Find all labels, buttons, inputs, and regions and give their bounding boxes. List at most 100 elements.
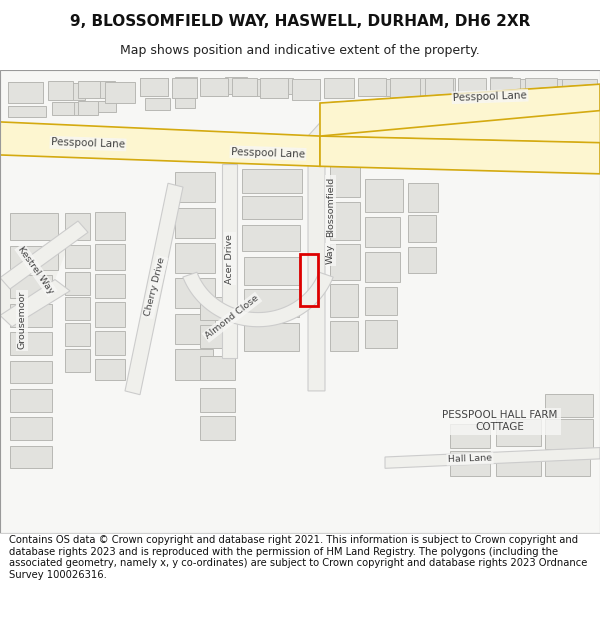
Bar xyxy=(140,78,168,96)
Text: Pesspool Lane: Pesspool Lane xyxy=(51,138,125,150)
Bar xyxy=(330,202,360,240)
Bar xyxy=(65,272,90,294)
Bar xyxy=(565,140,595,157)
Bar xyxy=(95,331,125,355)
Bar xyxy=(140,78,168,96)
Bar xyxy=(365,217,400,248)
Bar xyxy=(300,254,318,306)
Bar xyxy=(98,101,116,112)
Bar xyxy=(365,252,400,282)
Bar xyxy=(200,296,235,320)
Text: 9, BLOSSOMFIELD WAY, HASWELL, DURHAM, DH6 2XR: 9, BLOSSOMFIELD WAY, HASWELL, DURHAM, DH… xyxy=(70,14,530,29)
Bar xyxy=(175,349,213,379)
Polygon shape xyxy=(385,448,600,468)
Text: Pesspool Lane: Pesspool Lane xyxy=(453,90,527,103)
Bar xyxy=(8,106,38,118)
Bar xyxy=(560,101,595,118)
Bar xyxy=(330,159,360,198)
Text: Cherry Drive: Cherry Drive xyxy=(143,257,167,318)
Bar xyxy=(175,314,215,344)
Bar xyxy=(8,82,43,103)
Polygon shape xyxy=(320,84,600,142)
Bar xyxy=(10,246,58,270)
Text: Almond Close: Almond Close xyxy=(203,294,260,341)
Text: Pesspool Lane: Pesspool Lane xyxy=(231,147,305,159)
Polygon shape xyxy=(0,279,70,327)
Bar xyxy=(360,79,390,96)
Bar xyxy=(95,359,125,379)
Bar xyxy=(395,83,417,100)
Bar xyxy=(172,78,197,98)
Bar xyxy=(65,214,90,240)
Polygon shape xyxy=(0,221,88,289)
Bar xyxy=(10,214,58,240)
Bar xyxy=(52,102,74,115)
Bar xyxy=(200,325,235,349)
Bar xyxy=(365,179,403,212)
Bar xyxy=(200,416,235,440)
Bar xyxy=(105,82,135,103)
Bar xyxy=(505,138,530,155)
Text: Grousemoor: Grousemoor xyxy=(17,291,26,349)
Text: Blossomfield: Blossomfield xyxy=(326,177,335,237)
Bar xyxy=(478,140,500,157)
Bar xyxy=(10,275,52,298)
Polygon shape xyxy=(125,183,183,395)
Bar xyxy=(365,320,397,349)
Text: Map shows position and indicative extent of the property.: Map shows position and indicative extent… xyxy=(120,44,480,57)
Bar xyxy=(572,83,597,100)
Bar xyxy=(244,323,299,351)
Bar xyxy=(408,216,436,242)
Bar xyxy=(70,102,90,115)
Bar xyxy=(292,79,320,100)
Bar xyxy=(8,106,46,118)
Bar xyxy=(358,78,386,96)
Bar xyxy=(575,118,597,129)
Bar xyxy=(95,212,125,240)
Bar xyxy=(175,77,197,94)
Polygon shape xyxy=(0,221,78,316)
Bar xyxy=(244,257,299,285)
Bar xyxy=(175,278,215,308)
Bar xyxy=(298,79,320,98)
Bar xyxy=(8,82,43,103)
Bar xyxy=(425,78,453,96)
Polygon shape xyxy=(320,136,600,174)
Bar xyxy=(415,138,443,153)
Bar xyxy=(408,183,438,212)
Bar xyxy=(244,289,299,318)
Bar xyxy=(545,452,590,476)
Bar xyxy=(95,274,125,298)
Bar xyxy=(65,244,90,268)
Bar xyxy=(545,419,593,449)
Bar xyxy=(95,81,115,98)
Bar xyxy=(78,81,100,98)
Polygon shape xyxy=(0,122,320,166)
Bar xyxy=(175,96,195,108)
Bar xyxy=(330,321,358,351)
Bar xyxy=(408,246,436,273)
Bar xyxy=(200,78,228,96)
Bar xyxy=(545,394,593,418)
Bar xyxy=(458,81,486,98)
Bar xyxy=(242,196,302,219)
Bar xyxy=(365,287,397,316)
Bar xyxy=(260,78,288,98)
Bar xyxy=(10,446,52,468)
Bar xyxy=(490,77,512,94)
Text: Hall Lane: Hall Lane xyxy=(448,454,492,464)
Bar xyxy=(458,78,486,98)
Text: Acer Drive: Acer Drive xyxy=(226,234,235,284)
Bar xyxy=(378,138,410,155)
Bar xyxy=(10,389,52,412)
Bar xyxy=(78,101,98,115)
Bar xyxy=(65,323,90,346)
Bar xyxy=(496,452,541,476)
Bar xyxy=(490,78,520,96)
Polygon shape xyxy=(183,272,333,327)
Bar xyxy=(10,332,52,355)
Bar xyxy=(200,356,235,379)
Bar xyxy=(60,83,85,100)
Bar xyxy=(65,349,90,372)
Bar xyxy=(330,284,358,318)
